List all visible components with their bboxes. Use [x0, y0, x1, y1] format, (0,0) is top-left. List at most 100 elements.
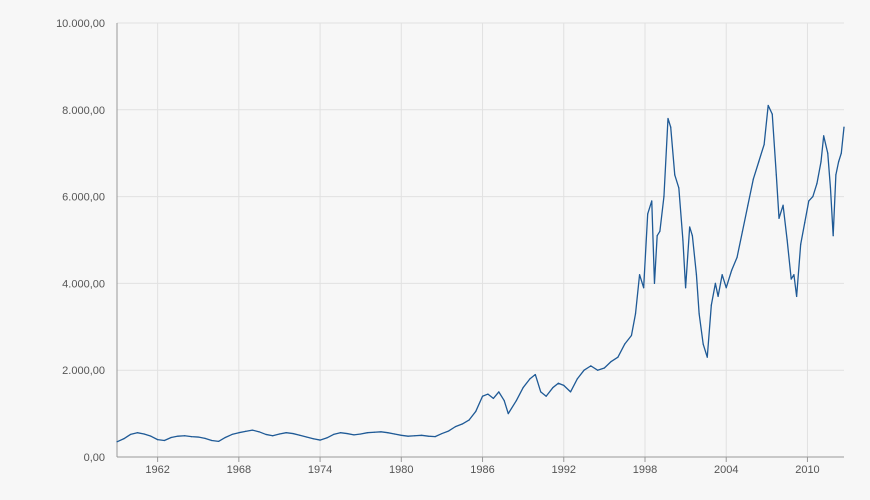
data-point: [563, 384, 565, 386]
data-point: [278, 433, 281, 435]
data-point: [251, 429, 253, 431]
data-point: [190, 436, 193, 438]
data-point: [184, 435, 186, 437]
data-point: [651, 200, 653, 202]
data-point: [353, 434, 355, 436]
data-point: [796, 295, 798, 298]
data-point: [407, 435, 409, 437]
data-point: [638, 274, 641, 276]
data-point: [427, 435, 429, 437]
data-point: [725, 287, 727, 289]
data-point: [204, 437, 206, 439]
x-tick-label: 1998: [633, 464, 657, 476]
data-point: [782, 204, 784, 206]
data-point: [778, 217, 780, 219]
data-point: [656, 235, 658, 237]
series-layer: [116, 104, 845, 443]
x-tick-label: 1968: [227, 464, 251, 476]
data-point: [346, 432, 348, 435]
data-point: [804, 222, 806, 224]
data-point: [647, 213, 649, 215]
data-point: [481, 395, 484, 397]
data-point: [217, 440, 220, 442]
data-point: [265, 433, 267, 436]
data-point: [763, 143, 765, 146]
data-point: [123, 438, 125, 440]
data-point: [698, 313, 700, 315]
data-point: [421, 434, 423, 436]
data-point: [670, 126, 672, 128]
data-point: [454, 426, 457, 428]
data-point: [816, 182, 818, 185]
data-point: [258, 431, 260, 433]
data-point: [163, 439, 165, 442]
data-point: [487, 393, 489, 395]
data-point: [507, 413, 509, 415]
data-point: [843, 126, 845, 128]
data-point: [823, 135, 825, 137]
x-tick-label: 2004: [714, 464, 738, 476]
data-point: [468, 419, 470, 421]
data-point: [461, 423, 463, 425]
data-point: [116, 441, 118, 443]
data-point: [829, 187, 832, 189]
data-point: [238, 432, 240, 434]
x-tick-label: 1986: [470, 464, 494, 476]
x-tick-label: 1980: [389, 464, 413, 476]
data-point: [143, 433, 145, 435]
x-tick-label: 1974: [308, 464, 332, 476]
data-point: [710, 304, 712, 306]
y-tick-label: 6.000,00: [62, 192, 105, 204]
data-point: [136, 432, 138, 434]
data-point: [414, 435, 416, 437]
data-point: [800, 243, 802, 245]
data-point: [695, 274, 698, 276]
data-point: [312, 438, 314, 440]
data-point: [272, 435, 274, 437]
data-point: [835, 174, 837, 176]
data-point: [691, 235, 693, 237]
data-point: [441, 432, 443, 435]
y-tick-label: 4.000,00: [62, 278, 105, 290]
data-point: [714, 282, 716, 284]
data-point: [603, 367, 605, 369]
data-point: [503, 399, 505, 402]
data-point: [832, 235, 834, 237]
data-point: [552, 386, 554, 389]
data-point: [702, 343, 704, 345]
y-tick-label: 0,00: [84, 452, 105, 464]
data-point: [569, 391, 572, 393]
data-point: [576, 378, 578, 380]
data-point: [211, 439, 213, 442]
data-point: [245, 430, 247, 432]
data-point: [667, 117, 669, 120]
data-point: [339, 432, 341, 434]
data-point: [292, 432, 294, 435]
data-point: [373, 431, 375, 433]
series-line: [116, 104, 845, 443]
data-point: [434, 436, 436, 438]
data-point: [837, 161, 840, 163]
data-point: [741, 230, 744, 232]
data-point: [285, 432, 287, 434]
data-point: [366, 432, 369, 434]
data-point: [758, 161, 760, 163]
data-point: [540, 391, 542, 393]
data-point: [305, 436, 308, 438]
data-point: [534, 373, 536, 376]
axes: [116, 23, 844, 462]
data-point: [522, 386, 524, 389]
data-point: [685, 287, 687, 289]
data-point: [299, 434, 301, 436]
data-point: [767, 104, 769, 107]
data-point: [840, 152, 842, 154]
data-point: [448, 430, 450, 432]
data-point: [326, 437, 328, 439]
data-point: [624, 343, 626, 345]
data-point: [820, 161, 822, 163]
data-point: [721, 274, 723, 276]
data-point: [653, 282, 656, 284]
y-tick-label: 10.000,00: [56, 18, 105, 30]
data-point: [689, 226, 691, 228]
